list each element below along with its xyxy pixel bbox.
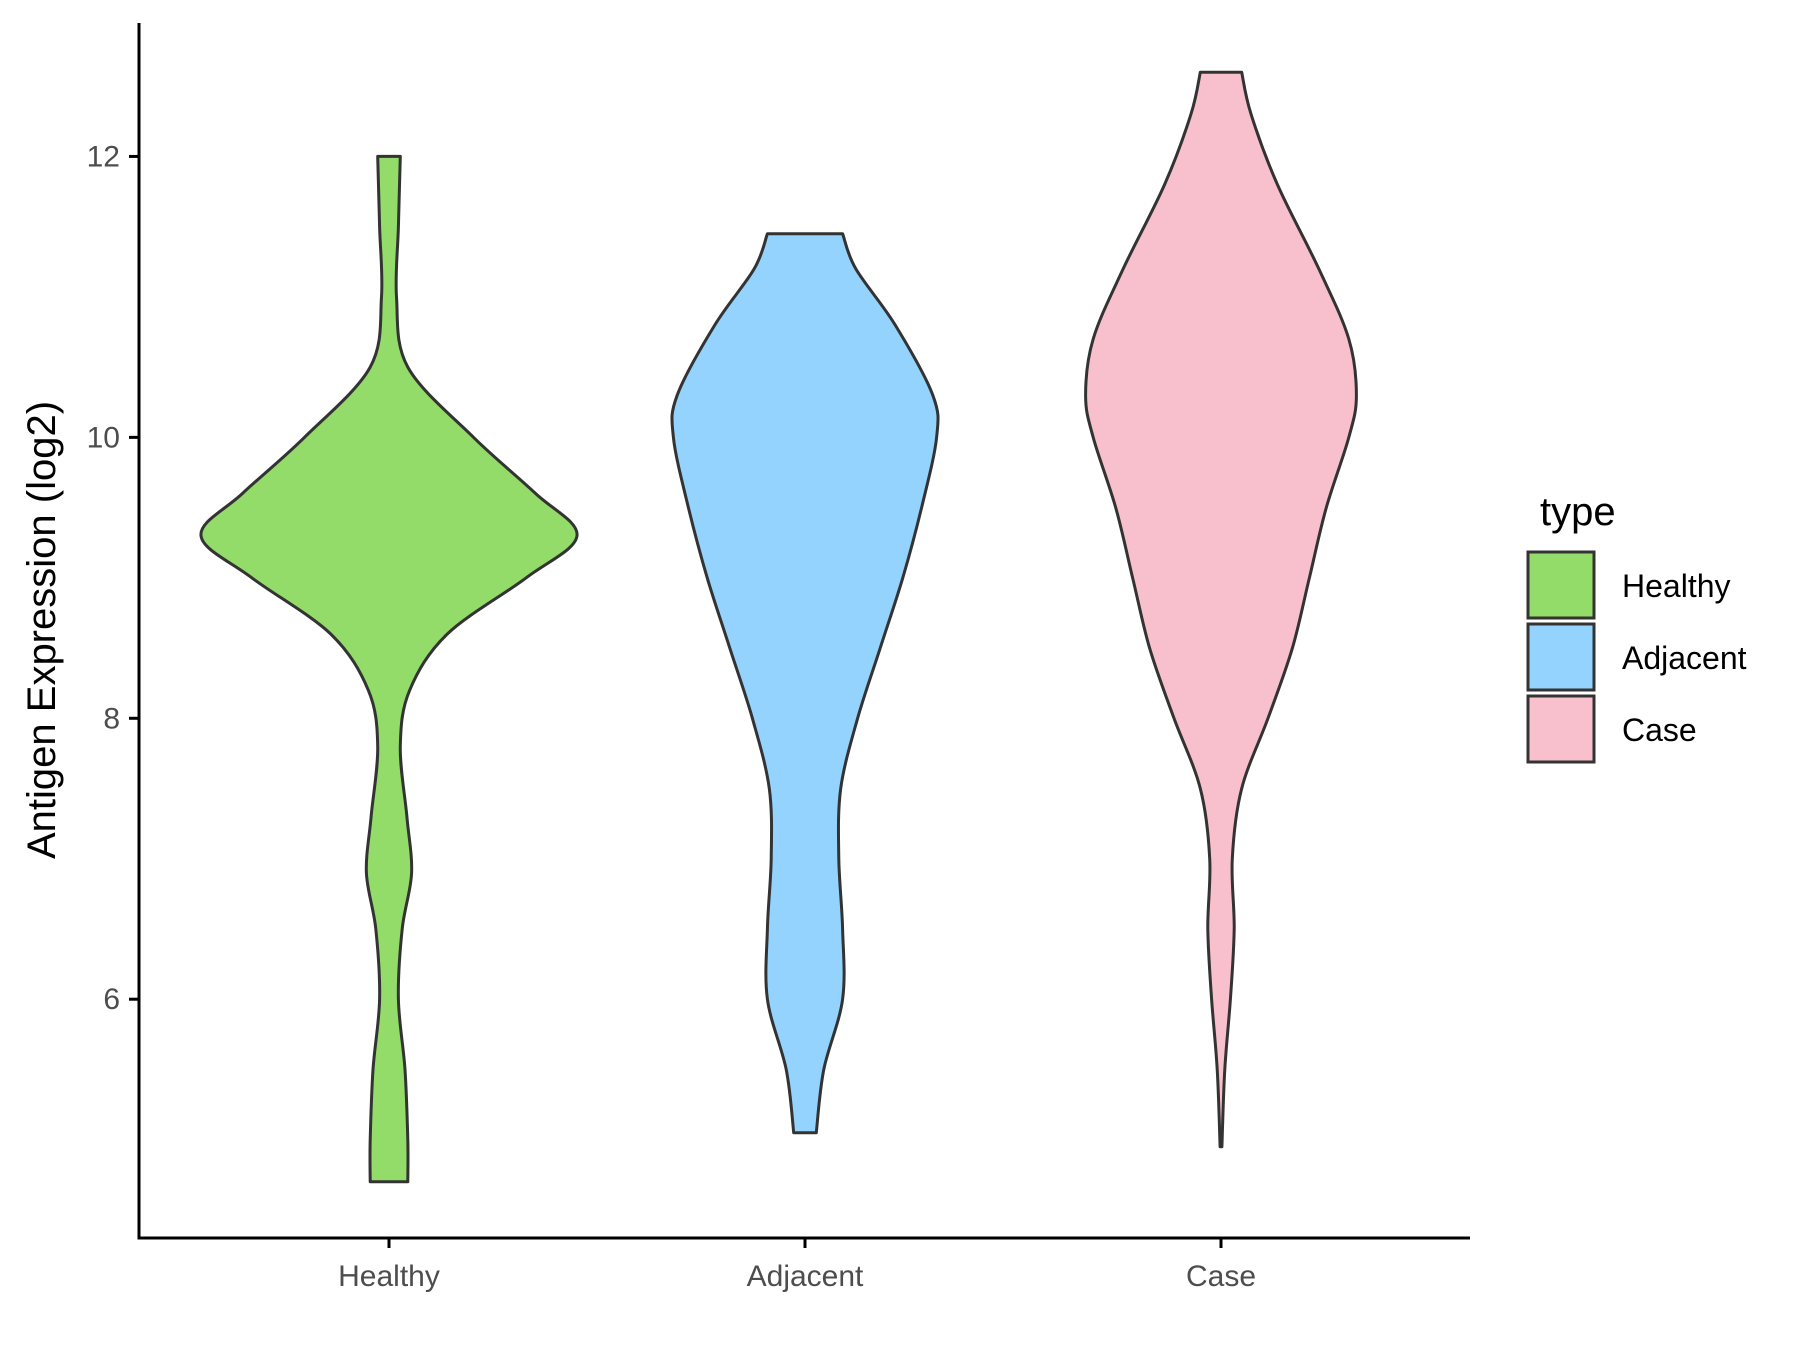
legend-label-healthy: Healthy xyxy=(1622,568,1731,604)
legend-label-case: Case xyxy=(1622,712,1697,748)
y-tick-label: 10 xyxy=(87,421,120,454)
y-tick-label: 12 xyxy=(87,140,120,173)
legend: Healthy Adjacent Case xyxy=(1526,550,1747,764)
x-tick-label: Healthy xyxy=(338,1260,440,1293)
legend-title: type xyxy=(1540,490,1616,534)
y-axis-ticks: 6 8 10 12 xyxy=(87,140,139,1016)
x-axis-ticks: Healthy Adjacent Case xyxy=(338,1238,1256,1293)
legend-label-adjacent: Adjacent xyxy=(1622,640,1747,676)
violin-layer xyxy=(199,70,1358,1184)
violin-case xyxy=(1084,70,1358,1149)
violin-healthy xyxy=(199,154,579,1184)
y-axis-title: Antigen Expression (log2) xyxy=(20,401,64,859)
x-tick-label: Case xyxy=(1186,1260,1256,1293)
legend-swatch-adjacent xyxy=(1526,622,1596,692)
x-tick-label: Adjacent xyxy=(747,1260,864,1293)
legend-swatch-healthy xyxy=(1526,550,1596,620)
violin-adjacent xyxy=(670,232,940,1135)
y-tick-label: 6 xyxy=(103,983,120,1016)
legend-swatch-case xyxy=(1526,694,1596,764)
y-tick-label: 8 xyxy=(103,702,120,735)
